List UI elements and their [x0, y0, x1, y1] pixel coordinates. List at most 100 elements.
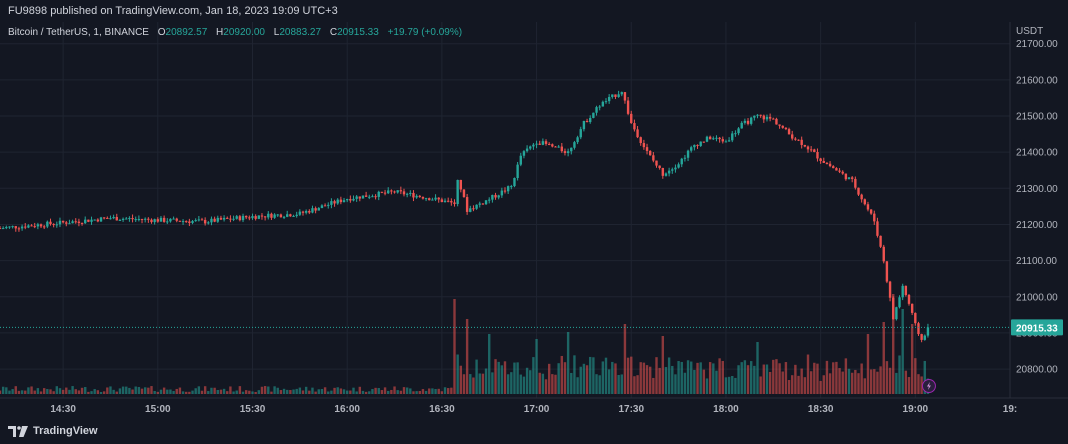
volume-bar [17, 390, 21, 394]
volume-bar [860, 363, 863, 394]
x-tick-label: 18:30 [808, 404, 834, 415]
volume-bar [671, 365, 674, 394]
volume-bar [749, 361, 753, 394]
volume-bar [617, 374, 620, 394]
volume-bar [661, 336, 665, 394]
volume-bar [33, 390, 36, 394]
candle-body [529, 146, 532, 149]
volume-bar [368, 391, 371, 394]
volume-bar [478, 373, 481, 394]
volume-bar [819, 380, 822, 394]
candle-body [377, 191, 380, 197]
candle-body [614, 94, 617, 97]
open-label: O [157, 27, 166, 38]
volume-bar [134, 386, 137, 394]
candle-body [888, 281, 892, 298]
candle-body [68, 223, 71, 225]
volume-bar [90, 391, 93, 394]
volume-bar [399, 390, 403, 394]
candle-body [1, 228, 5, 230]
volume-bar [118, 388, 122, 394]
volume-bar [1, 386, 5, 394]
volume-bar [532, 357, 535, 394]
candle-body [235, 216, 238, 219]
volume-bar [516, 362, 519, 394]
candle-body [213, 218, 216, 222]
candle-body [74, 221, 77, 223]
volume-bar [731, 376, 734, 394]
candle-body [841, 171, 844, 174]
candle-body [191, 220, 194, 223]
volume-bar [721, 360, 724, 394]
candle-body [437, 197, 440, 200]
volume-bar [866, 334, 870, 394]
candle-body [112, 217, 115, 219]
volume-bar [102, 391, 106, 394]
candle-body [162, 217, 166, 222]
volume-bar [213, 387, 216, 394]
publisher-line: FU9898 published on TradingView.com, Jan… [8, 5, 338, 17]
last-price-label: 20915.33 [1016, 323, 1058, 334]
volume-bar [263, 386, 267, 394]
low-label: L [273, 27, 280, 38]
volume-bar [756, 342, 759, 394]
candle-body [898, 297, 901, 308]
candle-body [557, 146, 560, 148]
volume-bar [80, 387, 84, 394]
tradingview-brand[interactable]: TradingView [8, 425, 98, 437]
candle-body [440, 199, 444, 203]
volume-bar [645, 365, 649, 394]
volume-bar [879, 366, 882, 394]
candle-body [134, 219, 137, 221]
candle-body [169, 218, 172, 222]
volume-bar [358, 386, 362, 394]
candle-body [866, 204, 870, 210]
volume-bar [374, 387, 377, 394]
candle-body [188, 221, 191, 223]
candle-body [49, 221, 52, 225]
volume-bar [311, 387, 314, 394]
volume-bar [494, 359, 497, 394]
candle-body [910, 303, 914, 313]
candle-body [434, 197, 437, 200]
candle-body [361, 195, 365, 199]
candle-body [11, 226, 14, 228]
candlestick-chart[interactable]: USDT 21700.00 21600.00 21500.00 21400.00 2130… [0, 22, 1068, 420]
candle-body [330, 201, 333, 205]
volume-bar [197, 386, 201, 394]
candle-body [260, 215, 264, 217]
candle-body [573, 142, 576, 148]
candle-body [251, 216, 254, 219]
volume-bar [791, 375, 794, 394]
volume-bar [557, 363, 560, 394]
candle-body [753, 115, 756, 118]
candle-body [800, 139, 803, 145]
candle-body [551, 144, 554, 147]
volume-bar [544, 379, 548, 394]
candle-body [854, 178, 857, 188]
volume-bar [633, 376, 636, 394]
candle-body [137, 219, 141, 221]
volume-bar [270, 391, 273, 394]
candle-body [446, 200, 450, 202]
volume-bar [93, 389, 96, 394]
candle-body [304, 211, 308, 213]
candle-body [336, 199, 339, 204]
candle-body [24, 226, 27, 228]
volume-bar [667, 357, 671, 394]
volume-bar [794, 364, 797, 394]
candle-body [36, 224, 40, 227]
volume-bar [892, 294, 895, 394]
volume-bar [775, 359, 778, 394]
volume-bar [244, 390, 248, 394]
candle-body [143, 218, 147, 220]
candle-body [532, 144, 535, 147]
candle-body [917, 323, 920, 335]
volume-bar [708, 362, 712, 394]
candle-body [311, 208, 314, 213]
candle-body [450, 201, 453, 203]
chart-pane[interactable]: USDT 21700.00 21600.00 21500.00 21400.00 2130… [0, 22, 1068, 420]
candle-body [99, 217, 103, 222]
candle-body [229, 218, 232, 220]
candle-body [781, 125, 784, 128]
